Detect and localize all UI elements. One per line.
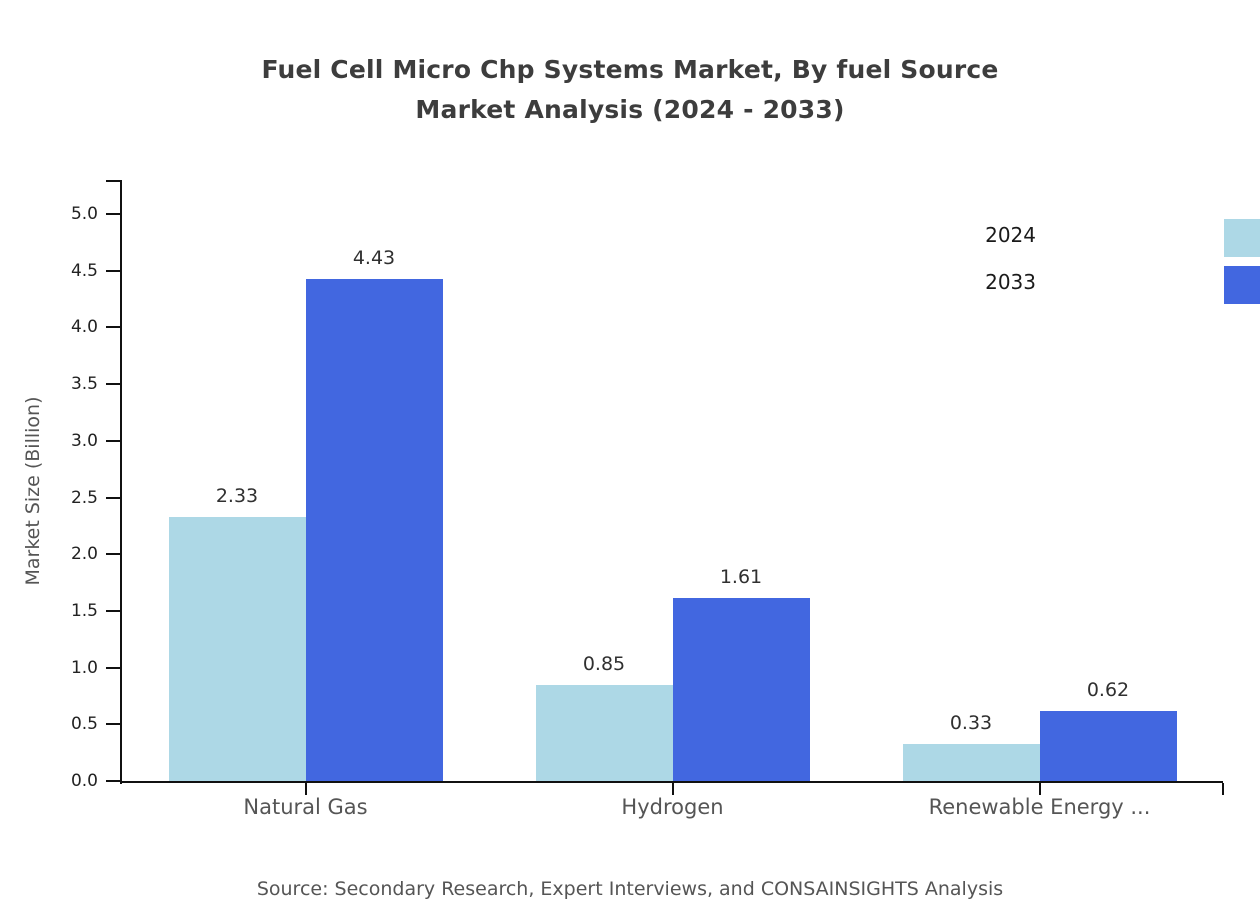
bar-2024-renewable-energy[interactable] xyxy=(902,743,1040,781)
y-axis-tick-label: 0.0 xyxy=(70,771,98,791)
y-axis-tick xyxy=(106,723,120,726)
bar-value-label: 1.61 xyxy=(719,566,763,589)
bar-value-label: 0.85 xyxy=(582,652,626,675)
y-axis-tick-label: 1.5 xyxy=(70,600,98,621)
y-axis-tick xyxy=(106,609,120,612)
legend-swatch-2033 xyxy=(1224,266,1260,304)
y-axis-tick-label: 2.5 xyxy=(70,487,98,508)
bar-2033-hydrogen[interactable] xyxy=(672,598,810,781)
y-axis-tick xyxy=(106,496,120,499)
y-axis-tick-label: 4.0 xyxy=(70,317,98,338)
bar-value-label: 4.43 xyxy=(352,246,396,269)
x-axis-category-label: Hydrogen xyxy=(621,795,724,819)
y-axis-tick-label: 3.5 xyxy=(70,374,98,395)
bar-value-label: 0.33 xyxy=(949,711,993,734)
y-axis-tick-label: 5.0 xyxy=(70,204,98,225)
y-axis-spine xyxy=(120,180,122,784)
legend-swatch-2024 xyxy=(1224,219,1260,257)
y-axis-tick xyxy=(106,666,120,669)
bar-value-label: 2.33 xyxy=(215,484,259,507)
y-axis-tick xyxy=(106,383,120,386)
bar-value-label: 0.62 xyxy=(1086,678,1130,701)
legend-label-2033: 2033 xyxy=(985,270,1036,294)
y-axis-tick-label: 4.5 xyxy=(70,260,98,281)
y-axis-tick xyxy=(106,326,120,329)
x-axis-tick xyxy=(304,783,307,795)
y-axis-tick xyxy=(106,780,120,782)
y-axis-tick xyxy=(106,213,120,216)
x-axis-tick xyxy=(671,783,674,795)
bar-2033-renewable-energy[interactable] xyxy=(1039,710,1177,781)
chart-title-line-2: Market Analysis (2024 - 2033) xyxy=(415,95,845,124)
x-axis-spine xyxy=(120,781,1223,783)
y-axis-tick-label: 0.5 xyxy=(70,714,98,735)
chart-title: Fuel Cell Micro Chp Systems Market, By f… xyxy=(0,50,1260,130)
y-axis-tick-label: 3.0 xyxy=(70,430,98,451)
bar-2024-natural-gas[interactable] xyxy=(168,516,306,781)
bar-2024-hydrogen[interactable] xyxy=(535,684,673,781)
y-axis-tick-label: 1.0 xyxy=(70,657,98,678)
chart-title-line-1: Fuel Cell Micro Chp Systems Market, By f… xyxy=(261,55,999,84)
y-axis-tick xyxy=(106,269,120,272)
y-axis-top-cap xyxy=(106,180,120,182)
legend-label-2024: 2024 xyxy=(985,223,1036,247)
y-axis-label: Market Size (Billion) xyxy=(22,396,44,586)
x-axis-end-cap xyxy=(1222,783,1224,795)
y-axis-tick xyxy=(106,553,120,556)
y-axis-tick-label: 2.0 xyxy=(70,544,98,565)
bar-2033-natural-gas[interactable] xyxy=(305,278,443,781)
source-note: Source: Secondary Research, Expert Inter… xyxy=(256,878,1004,900)
x-axis-tick xyxy=(1038,783,1041,795)
y-axis-tick xyxy=(106,439,120,442)
x-axis-category-label: Renewable Energy ... xyxy=(928,795,1151,819)
x-axis-category-label: Natural Gas xyxy=(243,795,368,819)
